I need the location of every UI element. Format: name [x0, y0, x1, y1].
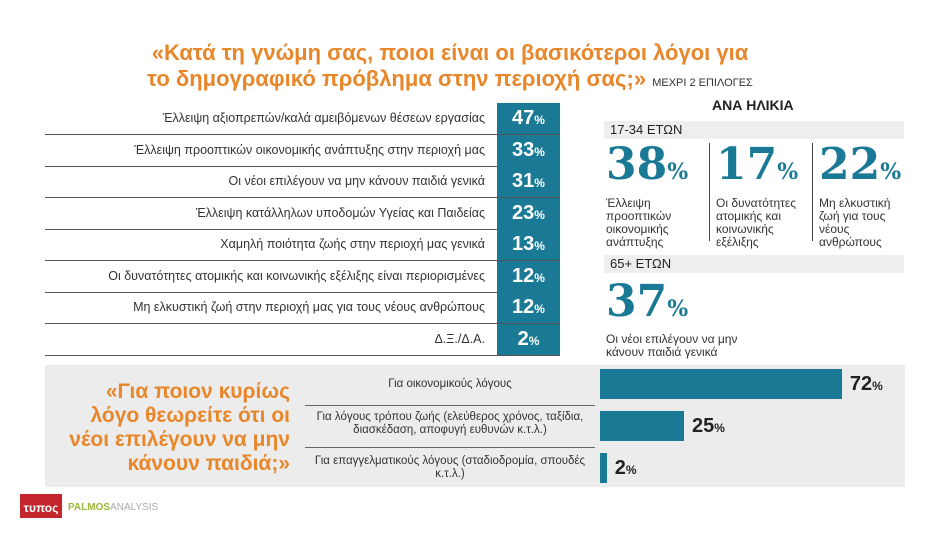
reason-label: Δ.Ξ./Δ.Α. — [434, 331, 485, 346]
bar-value: 72% — [849, 373, 883, 395]
choice-note: ΜΕΧΡΙ 2 ΕΠΙΛΟΓΕΣ — [652, 77, 753, 89]
stat-value: 38% — [606, 139, 689, 190]
reason-value: 2% — [497, 323, 560, 355]
reason-value: 12% — [497, 292, 560, 323]
stat-desc: Οι δυνατότητες ατομικής και κοινωνικής ε… — [716, 196, 797, 249]
stat-value: 17% — [716, 139, 799, 190]
bar-value: 2% — [614, 457, 637, 479]
table-row: Έλλειψη κατάλληλων υποδομών Υγείας και Π… — [45, 197, 560, 230]
reason-value: 31% — [497, 166, 560, 197]
table-row: Οι δυνατότητες ατομικής και κοινωνικής ε… — [45, 260, 560, 293]
tipos-logo: τυπος — [20, 494, 62, 518]
reason-label: Για λόγους τρόπου ζωής (ελεύθερος χρόνος… — [316, 411, 584, 436]
divider — [305, 405, 595, 406]
stat-value: 37% — [606, 276, 689, 327]
reason-label: Οι δυνατότητες ατομικής και κοινωνικής ε… — [108, 268, 485, 283]
second-question: «Για ποιον κυρίως λόγο θεωρείτε ότι οι ν… — [69, 380, 290, 475]
stat-17-34: 17% Οι δυνατότητες ατομικής και κοινωνική… — [709, 139, 808, 249]
reason-value: 33% — [497, 134, 560, 166]
table-row: Έλλειψη αξιοπρεπών/καλά αμειβόμενων θέσε… — [45, 103, 560, 135]
reason-value: 23% — [497, 197, 560, 229]
reason-label: Οι νέοι επιλέγουν να μην κάνουν παιδιά γ… — [228, 174, 485, 188]
table-row: Οι νέοι επιλέγουν να μην κάνουν παιδιά γ… — [45, 166, 560, 198]
stat-65: 37% Οι νέοι επιλέγουν να μην κάνουν παιδ… — [606, 280, 756, 359]
divider — [305, 447, 595, 448]
reason-label: Έλλειψη αξιοπρεπών/καλά αμειβόμενων θέσε… — [162, 111, 485, 125]
reason-label: Μη ελκυστική ζωή στην περιοχή μας για το… — [133, 300, 485, 314]
reason-label: Χαμηλή ποιότητα ζωής στην περιοχή μας γε… — [220, 237, 485, 251]
reason-value: 12% — [497, 260, 560, 292]
stat-17-34: 22% Μη ελκυστική ζωή για τους νέους ανθρώ… — [812, 139, 911, 249]
reason-label: Έλλειψη κατάλληλων υποδομών Υγείας και Π… — [195, 205, 485, 220]
table-row: Χαμηλή ποιότητα ζωής στην περιοχή μας γε… — [45, 229, 560, 261]
reason-label: Για οικονομικούς λόγους — [388, 378, 512, 390]
reason-label: Έλλειψη προοπτικών οικονομικής ανάπτυξης… — [134, 142, 485, 157]
reason-value: 47% — [497, 103, 560, 134]
age-heading: ΑΝΑ ΗΛΙΚΙΑ — [712, 97, 794, 113]
title-line2: το δημογραφικό πρόβλημα στην περιοχή σας… — [147, 66, 647, 91]
palmos-logo: PALMOSANALYSIS — [68, 502, 159, 513]
main-question: «Κατά τη γνώμη σας, ποιοι είναι οι βασικ… — [100, 40, 800, 96]
title-line2-wrap: το δημογραφικό πρόβλημα στην περιοχή σας… — [100, 66, 800, 96]
table-row: Έλλειψη προοπτικών οικονομικής ανάπτυξης… — [45, 134, 560, 167]
bar — [600, 453, 607, 483]
stat-desc: Οι νέοι επιλέγουν να μην κάνουν παιδιά γ… — [606, 332, 738, 359]
table-row: Δ.Ξ./Δ.Α. 2% — [45, 323, 560, 356]
reason-label: Για επαγγελματικούς λόγους (σταδιοδρομία… — [314, 455, 586, 480]
age-group-65: 65+ ΕΤΩΝ — [604, 255, 904, 273]
age-group-17-34: 17-34 ΕΤΩΝ — [604, 121, 904, 139]
bar — [600, 411, 684, 441]
bar — [600, 369, 842, 399]
stat-desc: Έλλειψη προοπτικών οικονομικής ανάπτυξης — [606, 196, 672, 249]
reason-value: 13% — [497, 229, 560, 260]
stat-17-34: 38% Έλλειψη προοπτικών οικονομικής ανάπτυ… — [606, 139, 698, 249]
table-row: Μη ελκυστική ζωή στην περιοχή μας για το… — [45, 292, 560, 324]
bar-value: 25% — [692, 415, 725, 437]
stat-value: 22% — [819, 139, 902, 190]
stat-desc: Μη ελκυστική ζωή για τους νέους ανθρώπου… — [819, 196, 891, 249]
title-line1: «Κατά τη γνώμη σας, ποιοι είναι οι βασικ… — [151, 40, 749, 65]
